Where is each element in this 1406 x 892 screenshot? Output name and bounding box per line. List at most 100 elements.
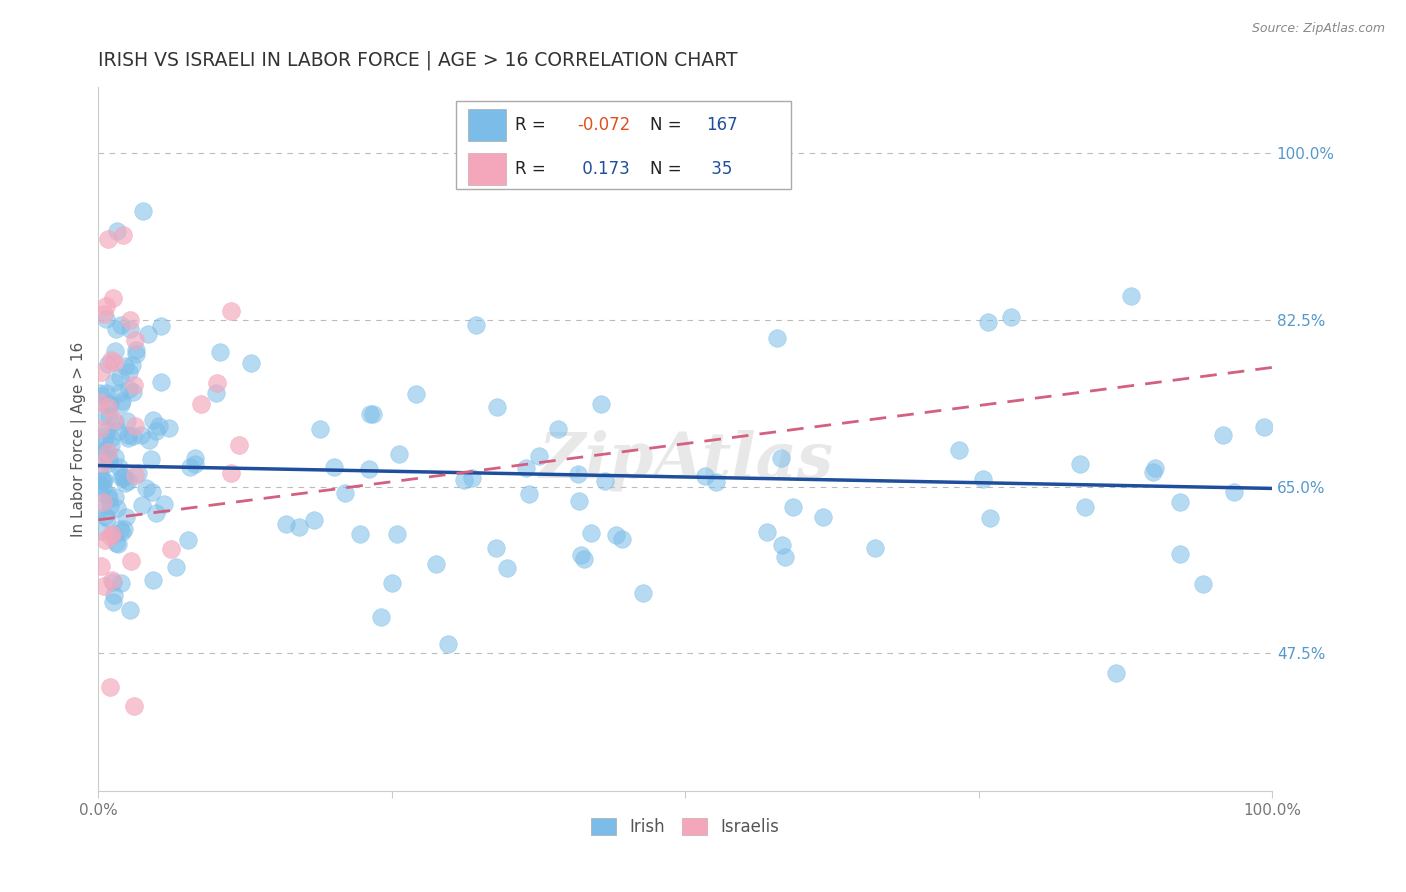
Text: 0.173: 0.173 bbox=[576, 161, 630, 178]
Point bbox=[93, 434, 115, 448]
Point bbox=[108, 522, 131, 536]
Point bbox=[98, 491, 121, 506]
Point bbox=[209, 344, 232, 359]
Point bbox=[129, 428, 152, 442]
Point bbox=[108, 369, 131, 384]
Point bbox=[90, 389, 112, 403]
Point bbox=[115, 414, 138, 428]
Point bbox=[865, 541, 887, 556]
Point bbox=[1142, 465, 1164, 479]
Text: 167: 167 bbox=[706, 116, 738, 135]
Point bbox=[605, 527, 627, 541]
Legend: Irish, Israelis: Irish, Israelis bbox=[585, 812, 786, 843]
Point bbox=[309, 422, 332, 436]
Point bbox=[572, 552, 595, 566]
Point bbox=[205, 385, 228, 400]
Point bbox=[94, 443, 117, 458]
Point bbox=[91, 480, 114, 494]
Point bbox=[91, 409, 114, 424]
Point bbox=[91, 474, 114, 488]
Point bbox=[527, 449, 550, 463]
Point bbox=[97, 452, 120, 467]
Point bbox=[139, 451, 162, 466]
Point bbox=[190, 397, 212, 411]
Point bbox=[149, 375, 172, 389]
Point bbox=[125, 347, 148, 361]
Bar bbox=[468, 153, 506, 185]
Point bbox=[138, 433, 160, 447]
Point bbox=[228, 437, 250, 451]
Point bbox=[112, 469, 135, 483]
Point bbox=[104, 536, 127, 550]
Point bbox=[91, 446, 114, 460]
Point bbox=[184, 457, 207, 471]
Point bbox=[114, 475, 136, 490]
Text: R =: R = bbox=[515, 116, 551, 135]
Text: ZipAtlas: ZipAtlas bbox=[537, 429, 832, 491]
Point bbox=[425, 557, 447, 571]
Point bbox=[103, 355, 125, 369]
Point bbox=[108, 459, 131, 474]
Point bbox=[101, 527, 124, 541]
Point bbox=[100, 431, 122, 445]
Point bbox=[179, 460, 201, 475]
Point bbox=[118, 382, 141, 396]
Point bbox=[461, 471, 484, 485]
Text: IRISH VS ISRAELI IN LABOR FORCE | AGE > 16 CORRELATION CHART: IRISH VS ISRAELI IN LABOR FORCE | AGE > … bbox=[98, 51, 738, 70]
Point bbox=[117, 427, 139, 442]
Point bbox=[98, 456, 121, 470]
Point bbox=[100, 437, 122, 451]
Point bbox=[138, 327, 160, 342]
Point bbox=[770, 450, 793, 465]
Point bbox=[93, 307, 115, 321]
Point bbox=[1223, 484, 1246, 499]
Point bbox=[486, 400, 509, 414]
Point bbox=[149, 319, 172, 334]
Point bbox=[112, 470, 135, 484]
Point bbox=[766, 331, 789, 345]
Point bbox=[103, 375, 125, 389]
Point bbox=[93, 533, 115, 548]
Point bbox=[205, 376, 228, 391]
Text: 35: 35 bbox=[706, 161, 733, 178]
Point bbox=[361, 407, 384, 421]
Point bbox=[111, 524, 134, 539]
Point bbox=[782, 500, 804, 515]
Point bbox=[515, 461, 537, 475]
Point bbox=[579, 525, 602, 540]
Bar bbox=[468, 109, 506, 141]
Point bbox=[110, 470, 132, 484]
Point bbox=[100, 529, 122, 543]
Point bbox=[465, 318, 488, 332]
Point bbox=[948, 442, 970, 457]
Point bbox=[96, 510, 118, 524]
Point bbox=[96, 386, 118, 401]
Point bbox=[977, 315, 1000, 329]
Point bbox=[97, 357, 120, 371]
Point bbox=[120, 313, 142, 327]
Point bbox=[135, 481, 157, 495]
Point bbox=[114, 510, 136, 524]
Point bbox=[111, 227, 134, 242]
Point bbox=[98, 499, 121, 513]
Point bbox=[153, 497, 176, 511]
Point bbox=[89, 395, 111, 409]
Point bbox=[773, 549, 796, 564]
Point bbox=[591, 397, 613, 411]
Point bbox=[159, 541, 181, 556]
Point bbox=[118, 365, 141, 379]
Point bbox=[97, 409, 120, 423]
Point bbox=[132, 204, 155, 219]
Point bbox=[98, 397, 121, 411]
Point bbox=[770, 538, 793, 552]
Point bbox=[122, 377, 145, 392]
Point bbox=[219, 466, 242, 480]
Point bbox=[121, 358, 143, 372]
Point bbox=[148, 419, 170, 434]
Point bbox=[96, 311, 118, 326]
Point bbox=[103, 527, 125, 541]
Point bbox=[547, 422, 569, 436]
Point bbox=[89, 501, 111, 516]
Point bbox=[496, 561, 519, 575]
Point bbox=[97, 400, 120, 414]
